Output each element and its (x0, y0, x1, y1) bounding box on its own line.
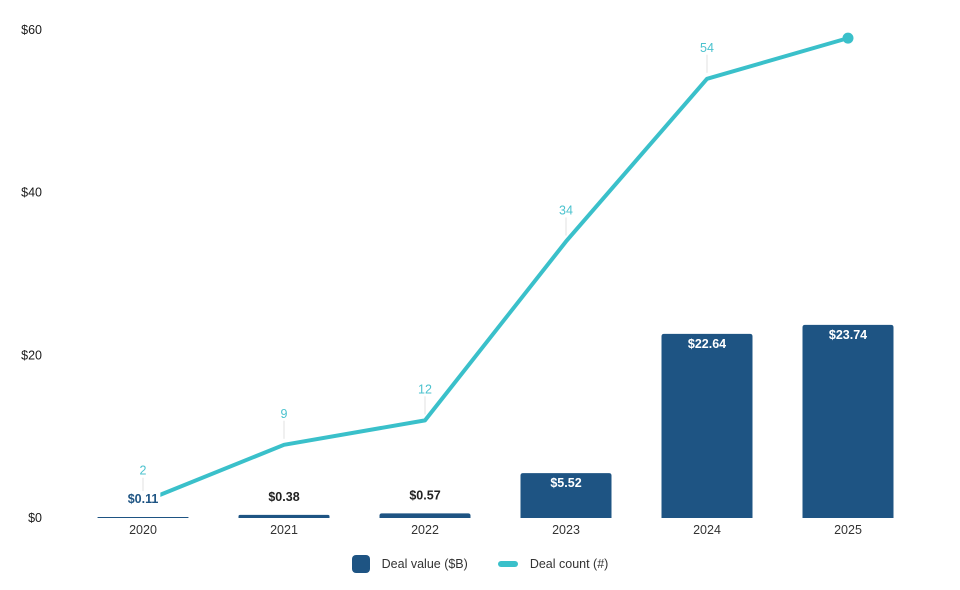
x-axis-label-2024: 2024 (693, 523, 721, 537)
legend-label-deal-count: Deal count (#) (529, 557, 609, 571)
bar-2021[interactable] (238, 514, 330, 518)
x-axis-label-2021: 2021 (270, 523, 298, 537)
legend-item-deal-count[interactable]: Deal count (#) (497, 555, 609, 573)
y-axis-tick-label: $0 (28, 511, 42, 525)
bar-value-label-2025: $23.74 (829, 328, 867, 342)
count-label-2021: 9 (281, 407, 288, 421)
x-axis-label-2020: 2020 (129, 523, 157, 537)
bar-value-label-2023: $5.52 (550, 476, 581, 490)
deal-value-swatch-icon (351, 555, 370, 573)
bar-2025[interactable] (802, 324, 894, 518)
bar-value-label-2024: $22.64 (688, 337, 726, 351)
y-axis-tick-label: $40 (21, 186, 42, 200)
count-label-2022: 12 (418, 382, 432, 396)
count-label-2024: 54 (700, 41, 714, 55)
deal-count-line[interactable] (141, 36, 850, 504)
y-axis-tick-label: $60 (21, 23, 42, 37)
legend: Deal value ($B) Deal count (#) (0, 555, 960, 573)
legend-label-deal-value: Deal value ($B) (381, 557, 468, 571)
y-axis-tick-label: $20 (21, 348, 42, 362)
deal-count-swatch-icon (497, 561, 518, 567)
x-axis-label-2023: 2023 (552, 523, 580, 537)
bar-2022[interactable] (379, 513, 471, 518)
x-axis-label-2025: 2025 (834, 523, 862, 537)
bar-2024[interactable] (661, 333, 753, 518)
line-end-marker[interactable] (842, 32, 854, 44)
bar-2020[interactable] (97, 517, 189, 518)
legend-item-deal-value[interactable]: Deal value ($B) (351, 555, 468, 573)
bar-value-label-2021: $0.38 (268, 490, 299, 504)
label-backing (125, 491, 161, 508)
x-axis-label-2022: 2022 (411, 523, 439, 537)
bar-value-label-2022: $0.57 (409, 488, 440, 502)
count-label-2023: 34 (559, 203, 573, 217)
bar-value-label-2020: $0.11 (128, 492, 159, 506)
count-label-2020: 2 (140, 464, 147, 478)
bar-2023[interactable] (520, 473, 612, 518)
